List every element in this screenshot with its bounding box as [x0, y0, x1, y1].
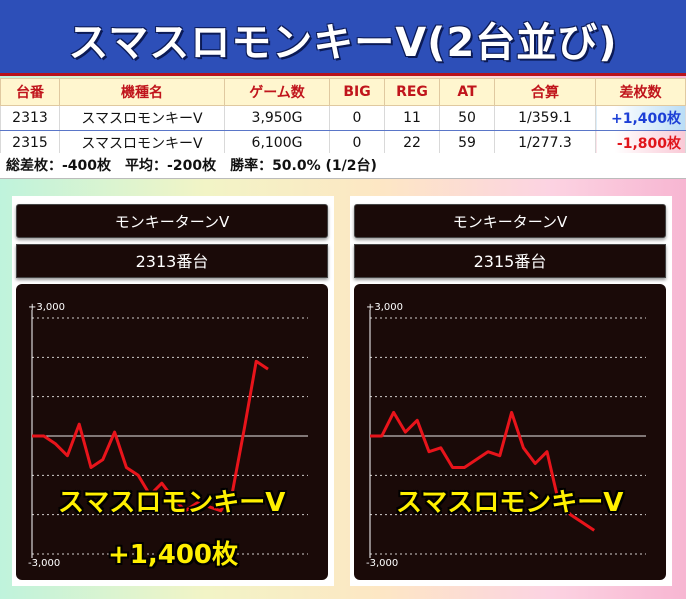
cell-games: 3,950G: [224, 105, 330, 131]
cell-machine: スマスロモンキーV: [59, 105, 225, 131]
cell-machine: スマスロモンキーV: [59, 130, 225, 156]
table-header-row: 台番 機種名 ゲーム数 BIG REG AT 合算 差枚数: [0, 78, 686, 106]
graph-panel-2315: モンキーターンV 2315番台 +3,000 -3,000 スマスロモンキーV: [350, 196, 672, 586]
series-line: [370, 410, 596, 532]
cell-at: 50: [439, 105, 495, 131]
cell-diff: -1,800枚: [595, 130, 686, 156]
unit-number-label: 2313番台: [16, 244, 328, 278]
col-big: BIG: [329, 78, 385, 106]
summary-bar: 総差枚：-400枚 平均：-200枚 勝率：50.0% (1/2台): [0, 153, 686, 179]
cell-big: 0: [329, 105, 385, 131]
tick-label-top: +3,000: [366, 302, 403, 313]
cell-reg: 22: [384, 130, 440, 156]
table-row[interactable]: 2315 スマスロモンキーV 6,100G 0 22 59 1/277.3 -1…: [0, 130, 686, 156]
stats-table: 台番 機種名 ゲーム数 BIG REG AT 合算 差枚数 2313 スマスロモ…: [0, 78, 686, 156]
overlay-machine-name: スマスロモンキーV: [396, 488, 624, 518]
title-bar: スマスロモンキーV(2台並び): [0, 0, 686, 76]
col-unit: 台番: [0, 78, 60, 106]
col-combined: 合算: [494, 78, 596, 106]
cell-big: 0: [329, 130, 385, 156]
cell-reg: 11: [384, 105, 440, 131]
cell-combined: 1/359.1: [494, 105, 596, 131]
overlay-diff: +1,400枚: [108, 540, 239, 570]
table-row[interactable]: 2313 スマスロモンキーV 3,950G 0 11 50 1/359.1 +1…: [0, 105, 686, 131]
slump-graph: +3,000 -3,000: [354, 284, 666, 580]
unit-number-label: 2315番台: [354, 244, 666, 278]
col-diff: 差枚数: [595, 78, 686, 106]
col-at: AT: [439, 78, 495, 106]
slump-graph-svg: +3,000 -3,000: [366, 302, 646, 569]
page-title: スマスロモンキーV(2台並び): [68, 20, 618, 66]
machine-name-label: モンキーターンV: [16, 204, 328, 238]
overlay-machine-name: スマスロモンキーV: [58, 488, 286, 518]
tick-label-bottom: -3,000: [366, 558, 398, 569]
machine-name-label: モンキーターンV: [354, 204, 666, 238]
tick-label-top: +3,000: [28, 302, 65, 313]
cell-at: 59: [439, 130, 495, 156]
cell-games: 6,100G: [224, 130, 330, 156]
col-reg: REG: [384, 78, 440, 106]
tick-label-bottom: -3,000: [28, 558, 60, 569]
series-line: [32, 359, 269, 513]
graph-panel-2313: モンキーターンV 2313番台 +3,000 -3,000 スマスロモンキーV +…: [12, 196, 334, 586]
cell-unit: 2313: [0, 105, 60, 131]
cell-diff: +1,400枚: [595, 105, 686, 131]
col-games: ゲーム数: [224, 78, 330, 106]
cell-combined: 1/277.3: [494, 130, 596, 156]
cell-unit: 2315: [0, 130, 60, 156]
slump-graph-svg: +3,000 -3,000: [28, 302, 308, 569]
col-machine: 機種名: [59, 78, 225, 106]
slump-graph: +3,000 -3,000: [16, 284, 328, 580]
